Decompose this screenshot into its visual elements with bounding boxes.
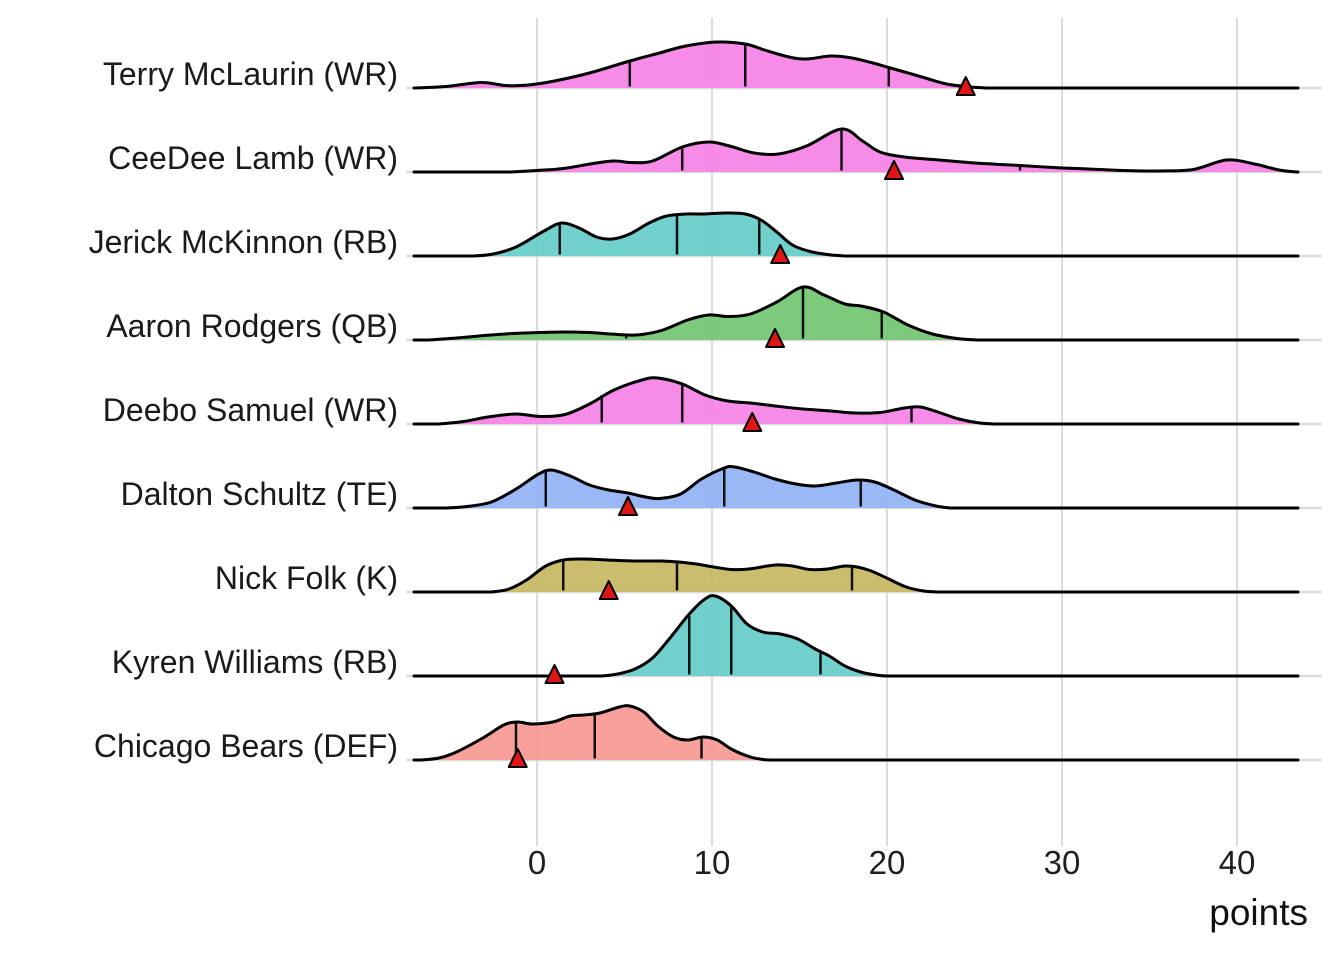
player-label: Jerick McKinnon (RB): [88, 224, 398, 260]
density-curve: [412, 464, 1300, 510]
actual-points-marker: [884, 160, 904, 180]
player-label: CeeDee Lamb (WR): [108, 140, 398, 176]
player-label: Terry McLaurin (WR): [102, 56, 398, 92]
actual-points-marker: [765, 328, 785, 348]
actual-points-marker: [507, 748, 528, 768]
x-tick-label: 20: [869, 844, 906, 881]
x-tick-label: 30: [1044, 844, 1081, 881]
x-axis-title: points: [1209, 892, 1308, 933]
player-label: Kyren Williams (RB): [111, 644, 398, 680]
actual-points-marker: [544, 664, 565, 684]
x-tick-label: 10: [694, 844, 731, 881]
actual-points-marker: [742, 412, 763, 432]
actual-points-marker: [955, 76, 976, 96]
density-curve: [412, 594, 1300, 678]
player-label: Chicago Bears (DEF): [93, 728, 398, 764]
player-label: Aaron Rodgers (QB): [106, 308, 398, 344]
density-curve: [412, 704, 1300, 762]
density-curve: [412, 211, 1300, 258]
density-curve: [412, 40, 1300, 90]
player-label: Deebo Samuel (WR): [102, 392, 398, 428]
density-curve: [412, 127, 1300, 174]
player-label: Nick Folk (K): [214, 560, 398, 596]
actual-points-marker: [598, 580, 619, 600]
density-curve: [412, 376, 1300, 426]
actual-points-marker: [770, 244, 791, 264]
actual-points-marker: [618, 496, 638, 516]
x-tick-label: 40: [1219, 844, 1256, 881]
density-curve: [412, 557, 1300, 594]
player-label: Dalton Schultz (TE): [120, 476, 398, 512]
x-tick-label: 0: [528, 844, 546, 881]
density-curve: [412, 285, 1300, 342]
